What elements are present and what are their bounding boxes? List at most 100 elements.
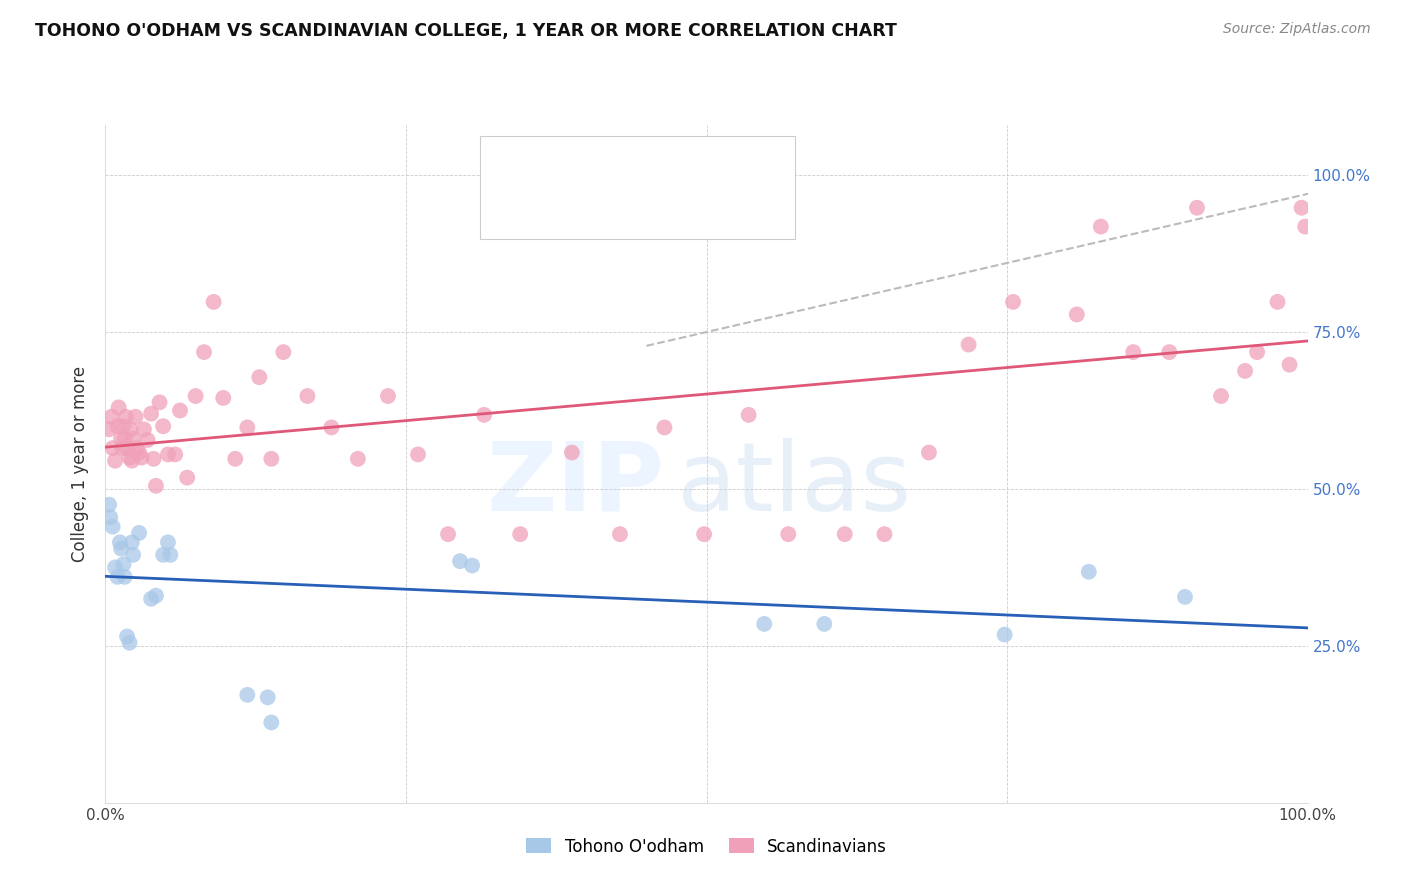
Point xyxy=(122,548,145,562)
Text: ZIP: ZIP xyxy=(486,438,665,531)
Point xyxy=(128,525,150,540)
Point xyxy=(115,630,138,644)
Point xyxy=(152,548,174,562)
Point xyxy=(121,453,143,467)
Point xyxy=(994,627,1017,641)
Point xyxy=(131,450,153,465)
Point xyxy=(1278,358,1301,372)
Text: N = 71: N = 71 xyxy=(699,193,762,211)
Point xyxy=(1246,345,1268,359)
Point xyxy=(1294,219,1316,234)
Point xyxy=(737,408,759,422)
Point xyxy=(202,294,225,309)
Point xyxy=(236,420,259,434)
Point xyxy=(122,432,145,446)
Point xyxy=(107,419,129,434)
Point xyxy=(1185,201,1208,215)
Point xyxy=(104,453,127,467)
Point xyxy=(114,570,136,584)
Point xyxy=(118,450,141,465)
Point xyxy=(121,535,143,549)
Y-axis label: College, 1 year or more: College, 1 year or more xyxy=(72,366,90,562)
Point xyxy=(377,389,399,403)
Point xyxy=(778,527,800,541)
Point xyxy=(347,451,370,466)
Point xyxy=(136,433,159,447)
Point xyxy=(654,420,676,434)
Point xyxy=(260,451,283,466)
Point xyxy=(321,420,343,434)
Point xyxy=(406,447,429,461)
Point xyxy=(98,510,121,524)
Point xyxy=(115,409,138,424)
Point xyxy=(132,422,155,436)
Text: Source: ZipAtlas.com: Source: ZipAtlas.com xyxy=(1223,22,1371,37)
Text: N = 29: N = 29 xyxy=(699,152,762,169)
Point xyxy=(212,391,235,405)
Point xyxy=(125,441,148,455)
Point xyxy=(1122,345,1144,359)
Point xyxy=(754,616,776,631)
Point xyxy=(461,558,484,573)
Point xyxy=(813,616,835,631)
Point xyxy=(100,409,122,424)
Point xyxy=(449,554,471,568)
Point xyxy=(1234,364,1257,378)
Point xyxy=(145,479,167,493)
Point xyxy=(118,636,141,650)
Point xyxy=(152,419,174,434)
Point xyxy=(156,535,179,549)
Text: R = -0.370: R = -0.370 xyxy=(537,152,627,169)
Point xyxy=(297,389,319,403)
Text: R =  0.312: R = 0.312 xyxy=(537,193,627,211)
Point xyxy=(128,445,150,459)
Point xyxy=(108,535,131,549)
Point xyxy=(156,447,179,461)
Point xyxy=(139,591,162,606)
Point xyxy=(142,451,165,466)
Point xyxy=(169,403,191,417)
Point xyxy=(1174,590,1197,604)
Point xyxy=(1090,219,1112,234)
Point xyxy=(120,422,142,436)
Point xyxy=(561,445,583,459)
Point xyxy=(101,441,124,455)
Point xyxy=(114,432,136,446)
Point xyxy=(193,345,215,359)
Point xyxy=(1209,389,1232,403)
Point xyxy=(176,470,198,484)
Point xyxy=(918,445,941,459)
Text: TOHONO O'ODHAM VS SCANDINAVIAN COLLEGE, 1 YEAR OR MORE CORRELATION CHART: TOHONO O'ODHAM VS SCANDINAVIAN COLLEGE, … xyxy=(35,22,897,40)
Text: atlas: atlas xyxy=(676,438,911,531)
Point xyxy=(124,409,146,424)
Point xyxy=(472,408,495,422)
Point xyxy=(98,498,121,512)
Point xyxy=(101,519,124,533)
Point xyxy=(139,407,162,421)
Point xyxy=(165,447,187,461)
Point xyxy=(1002,294,1025,309)
Point xyxy=(834,527,856,541)
Point xyxy=(110,432,132,446)
Point xyxy=(260,715,283,730)
Point xyxy=(112,558,135,572)
Point xyxy=(693,527,716,541)
Point xyxy=(1066,308,1088,322)
Point xyxy=(957,337,980,351)
Point xyxy=(104,560,127,574)
Point xyxy=(273,345,295,359)
Point xyxy=(224,451,246,466)
Point xyxy=(112,419,135,434)
Point xyxy=(159,548,181,562)
Point xyxy=(1077,565,1099,579)
Point xyxy=(111,441,134,455)
Point xyxy=(256,690,278,705)
Point xyxy=(1159,345,1181,359)
Point xyxy=(115,441,138,455)
Point xyxy=(1291,201,1313,215)
Legend: Tohono O'odham, Scandinavians: Tohono O'odham, Scandinavians xyxy=(519,831,894,863)
Point xyxy=(1267,294,1289,309)
Point xyxy=(107,570,129,584)
Point xyxy=(437,527,460,541)
Point xyxy=(110,541,132,556)
